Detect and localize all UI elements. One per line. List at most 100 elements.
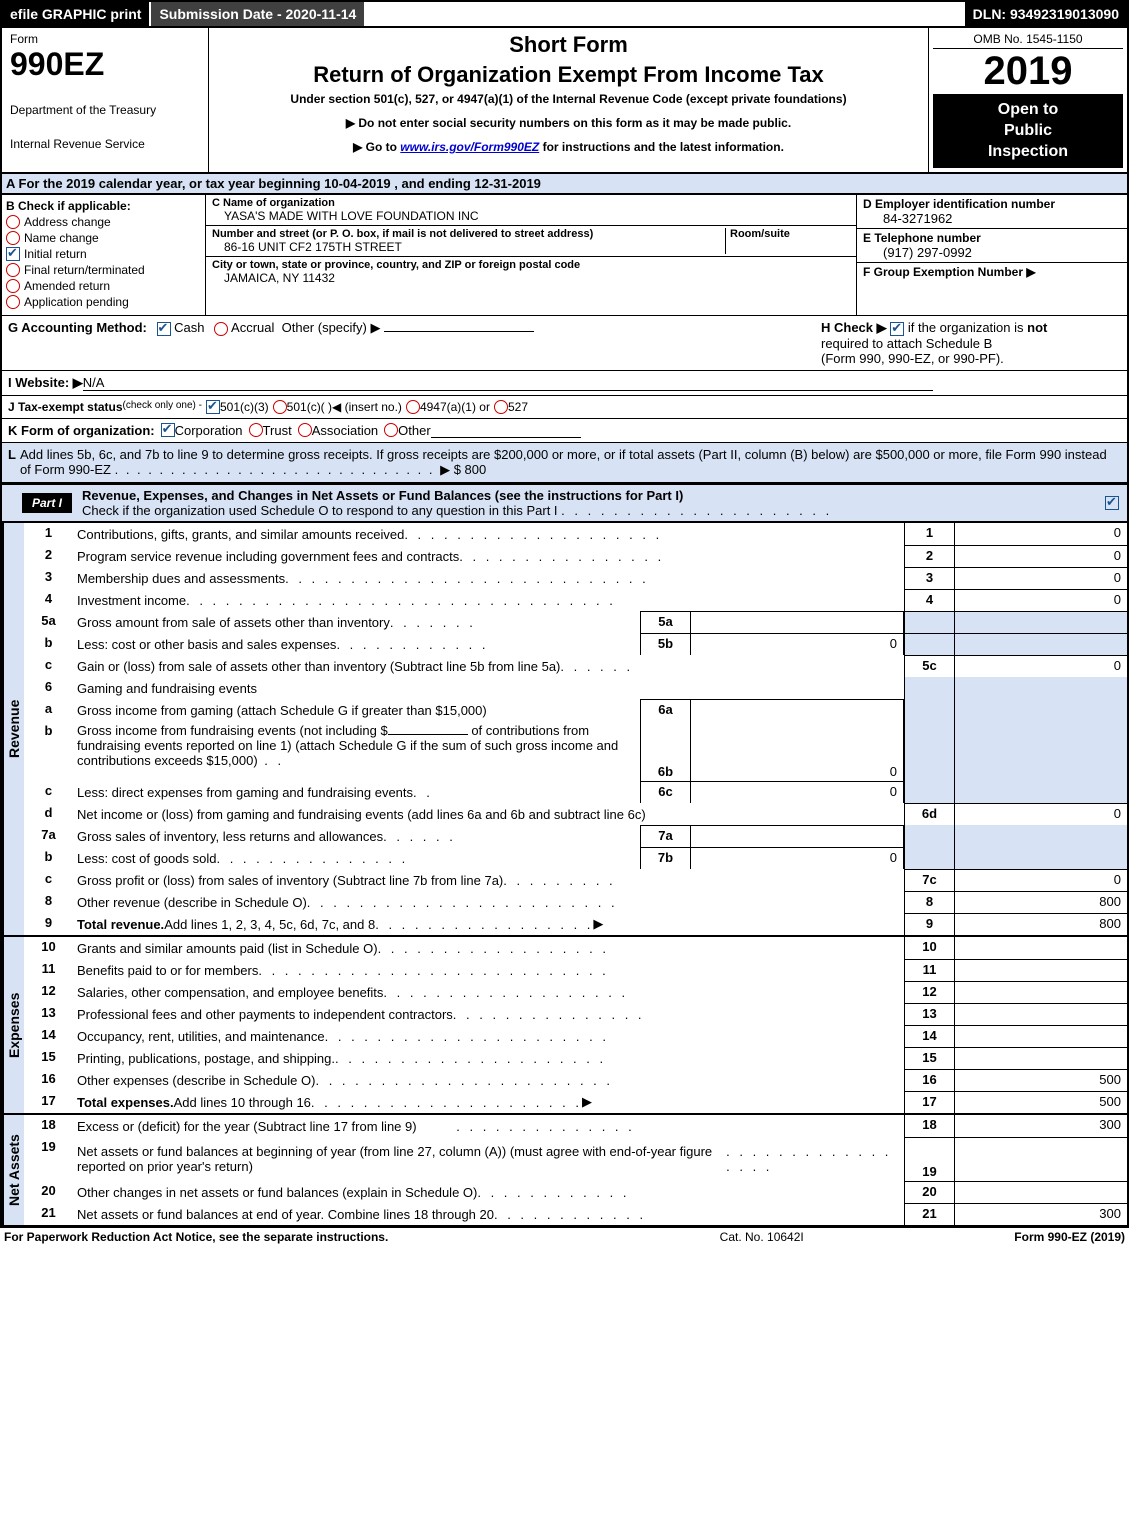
city-label: City or town, state or province, country… (212, 259, 850, 271)
chk-name-change[interactable]: Name change (6, 231, 201, 245)
l6b-field[interactable] (388, 734, 468, 735)
chk-initial-return[interactable]: Initial return (6, 247, 201, 261)
l17-desc: Total expenses. Add lines 10 through 16 … (73, 1091, 904, 1113)
line-12: 12 Salaries, other compensation, and emp… (24, 981, 1127, 1003)
l2-num: 2 (24, 545, 73, 567)
row-l: L Add lines 5b, 6c, and 7b to line 9 to … (0, 443, 1129, 484)
l9-fv: 800 (955, 913, 1127, 935)
title-box: Short Form Return of Organization Exempt… (209, 28, 928, 172)
l1-fn: 1 (904, 523, 955, 545)
l5c-desc: Gain or (loss) from sale of assets other… (73, 655, 904, 677)
revenue-section: Revenue 1 Contributions, gifts, grants, … (0, 523, 1129, 937)
b-label: B Check if applicable: (6, 199, 201, 213)
chk-label-2: Initial return (24, 247, 87, 261)
omb-number: OMB No. 1545-1150 (933, 32, 1123, 49)
efile-print-link[interactable]: efile GRAPHIC print (2, 2, 149, 26)
l14-fn: 14 (904, 1025, 955, 1047)
row-j: J Tax-exempt status (check only one) - 5… (0, 396, 1129, 419)
l7b-num: b (24, 847, 73, 869)
chk-527[interactable] (494, 400, 508, 414)
l7a-sn: 7a (640, 825, 691, 847)
section-a-period: A For the 2019 calendar year, or tax yea… (0, 174, 1129, 195)
chk-501c[interactable] (273, 400, 287, 414)
chk-final-return[interactable]: Final return/terminated (6, 263, 201, 277)
l5a-sn: 5a (640, 611, 691, 633)
chk-amended-return[interactable]: Amended return (6, 279, 201, 293)
line-9: 9 Total revenue. Add lines 1, 2, 3, 4, 5… (24, 913, 1127, 935)
chk-4947[interactable] (406, 400, 420, 414)
l3-num: 3 (24, 567, 73, 589)
line-7a: 7a Gross sales of inventory, less return… (24, 825, 1127, 847)
line-6c: c Less: direct expenses from gaming and … (24, 781, 1127, 803)
ein-value: 84-3271962 (863, 211, 1121, 226)
chk-schedule-o[interactable] (1105, 496, 1119, 510)
chk-h[interactable] (890, 322, 904, 336)
top-bar: efile GRAPHIC print Submission Date - 20… (0, 0, 1129, 26)
g-other-field[interactable] (384, 331, 534, 332)
chk-address-change[interactable]: Address change (6, 215, 201, 229)
l3-fn: 3 (904, 567, 955, 589)
part1-num: Part I (22, 493, 72, 513)
note-link-pre: ▶ Go to (353, 140, 400, 154)
group-exempt-cell: F Group Exemption Number ▶ (857, 263, 1127, 281)
l16-num: 16 (24, 1069, 73, 1091)
l20-fn: 20 (904, 1181, 955, 1203)
l18-fv: 300 (955, 1115, 1127, 1137)
col-b-checkboxes: B Check if applicable: Address change Na… (2, 195, 206, 315)
chk-corp[interactable] (161, 423, 175, 437)
line-6: 6 Gaming and fundraising events (24, 677, 1127, 699)
line-11: 11 Benefits paid to or for members . . .… (24, 959, 1127, 981)
l5b-sn: 5b (640, 633, 691, 655)
l5c-fv: 0 (955, 655, 1127, 677)
l5b-fv (955, 633, 1127, 655)
j-o4: 527 (508, 400, 528, 414)
l5b-sv: 0 (691, 633, 904, 655)
j-o3: 4947(a)(1) or (420, 400, 490, 414)
form-number: 990EZ (10, 46, 200, 83)
line-5a: 5a Gross amount from sale of assets othe… (24, 611, 1127, 633)
l6c-desc: Less: direct expenses from gaming and fu… (73, 781, 640, 803)
l8-desc: Other revenue (describe in Schedule O) .… (73, 891, 904, 913)
l6-num: 6 (24, 677, 73, 699)
k-other-field[interactable] (431, 423, 581, 438)
chk-accrual[interactable] (214, 322, 228, 336)
l12-num: 12 (24, 981, 73, 1003)
j-o2: 501(c)( ) (287, 400, 332, 414)
line-7b: b Less: cost of goods sold . . . . . . .… (24, 847, 1127, 869)
l11-fn: 11 (904, 959, 955, 981)
chk-label-3: Final return/terminated (24, 263, 145, 277)
l19-fv (955, 1137, 1127, 1181)
dept-irs: Internal Revenue Service (10, 137, 200, 151)
l6-fv (955, 677, 1127, 699)
g-other: Other (specify) ▶ (282, 320, 381, 335)
irs-link[interactable]: www.irs.gov/Form990EZ (400, 140, 539, 154)
chk-trust[interactable] (249, 423, 263, 437)
l6d-fn: 6d (904, 803, 955, 825)
line-20: 20 Other changes in net assets or fund b… (24, 1181, 1127, 1203)
form-ref: Form 990-EZ (2019) (1014, 1230, 1125, 1244)
k-label: K Form of organization: (8, 423, 155, 438)
chk-501c3[interactable] (206, 400, 220, 414)
chk-cash[interactable] (157, 322, 171, 336)
l5b-desc: Less: cost or other basis and sales expe… (73, 633, 640, 655)
l6b-num: b (24, 721, 73, 781)
l7a-fv (955, 825, 1127, 847)
l7c-fv: 0 (955, 869, 1127, 891)
l6b-sv: 0 (691, 721, 904, 781)
line-6a: a Gross income from gaming (attach Sched… (24, 699, 1127, 721)
chk-application-pending[interactable]: Application pending (6, 295, 201, 309)
l15-num: 15 (24, 1047, 73, 1069)
l20-num: 20 (24, 1181, 73, 1203)
l3-fv: 0 (955, 567, 1127, 589)
chk-other-org[interactable] (384, 423, 398, 437)
l-label: L (8, 447, 16, 478)
tax-year: 2019 (933, 49, 1123, 94)
l8-fv: 800 (955, 891, 1127, 913)
phone-value: (917) 297-0992 (863, 245, 1121, 260)
l6a-desc: Gross income from gaming (attach Schedul… (73, 699, 640, 721)
l19-desc: Net assets or fund balances at beginning… (73, 1137, 904, 1181)
chk-assoc[interactable] (298, 423, 312, 437)
l16-fn: 16 (904, 1069, 955, 1091)
l7b-sn: 7b (640, 847, 691, 869)
line-15: 15 Printing, publications, postage, and … (24, 1047, 1127, 1069)
